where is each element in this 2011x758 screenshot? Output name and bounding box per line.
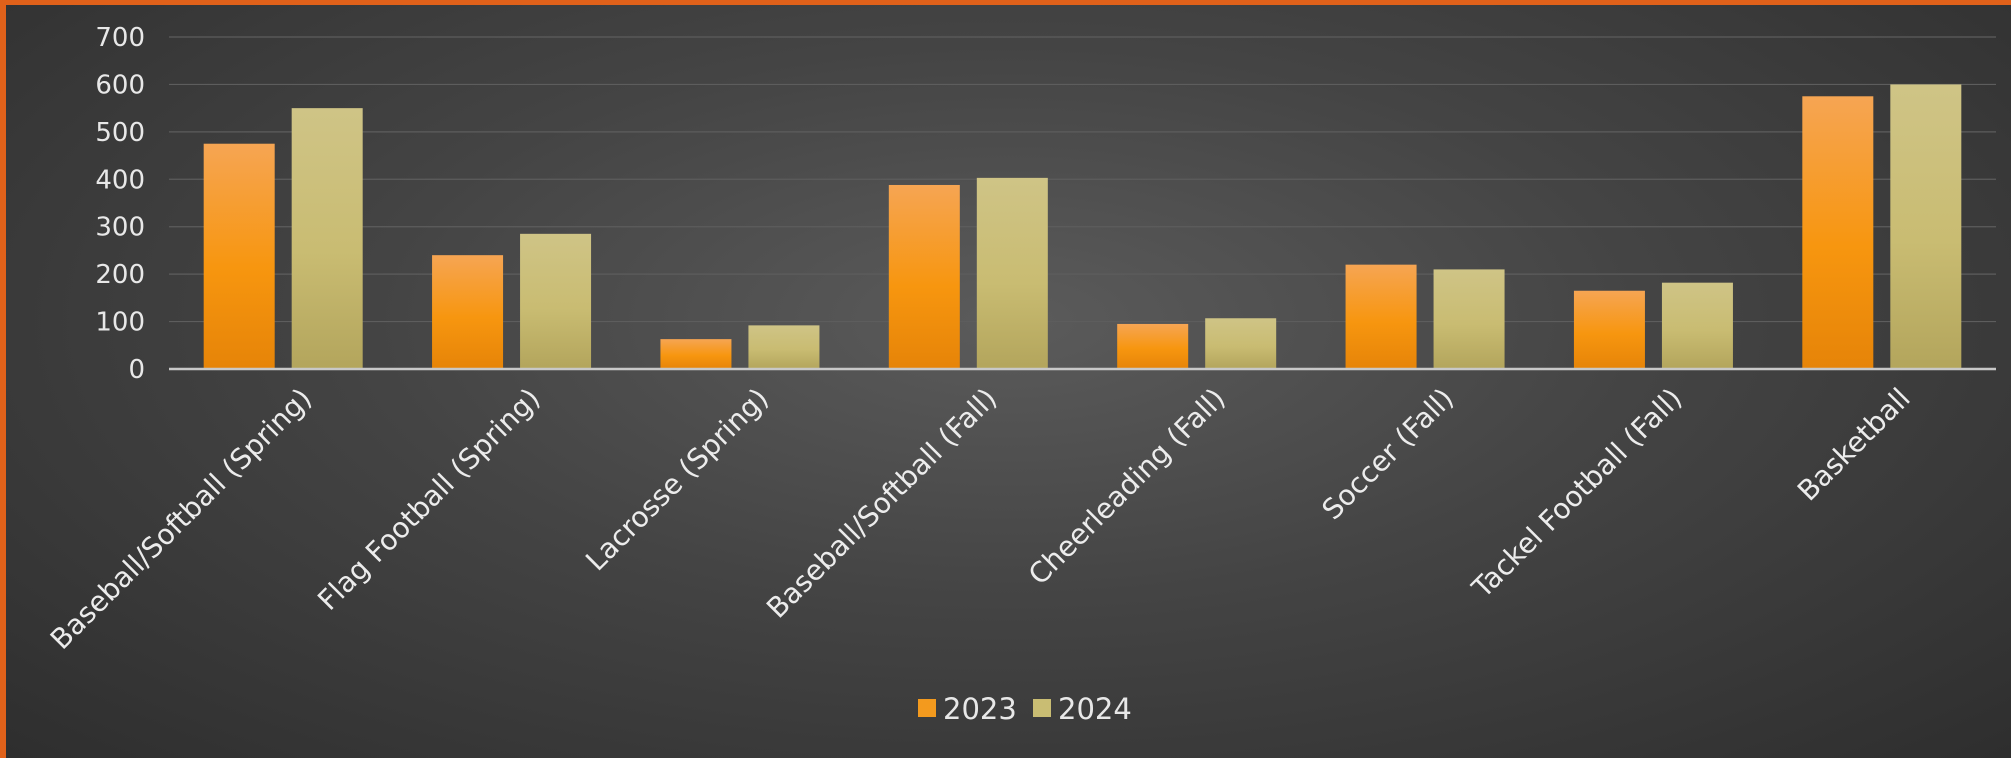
legend-label-2023: 2023 bbox=[943, 692, 1017, 726]
y-tick-label: 500 bbox=[95, 118, 145, 148]
bar-2024-7 bbox=[1890, 84, 1962, 369]
bar-2023-0 bbox=[203, 143, 275, 369]
bar-chart: 0 100 200 300 400 500 600 700 Baseball/Softball… bbox=[44, 23, 1996, 726]
bar-2023-3 bbox=[888, 184, 960, 369]
legend-swatch-2024 bbox=[1033, 699, 1051, 717]
y-tick-label: 0 bbox=[128, 355, 145, 385]
bar-2024-2 bbox=[748, 325, 820, 369]
bar-2023-4 bbox=[1117, 323, 1189, 369]
y-axis: 0 100 200 300 400 500 600 700 bbox=[95, 23, 145, 385]
x-category-label: Baseball/Softball (Spring) bbox=[44, 382, 318, 656]
x-category-label: Cheerleading (Fall) bbox=[1022, 382, 1232, 592]
y-tick-label: 700 bbox=[95, 23, 145, 53]
bar-2024-1 bbox=[520, 233, 592, 369]
legend-label-2024: 2024 bbox=[1058, 692, 1132, 726]
x-category-label: Flag Football (Spring) bbox=[311, 382, 546, 617]
bar-2024-6 bbox=[1661, 282, 1733, 369]
bar-2024-3 bbox=[976, 177, 1048, 369]
y-tick-label: 400 bbox=[95, 165, 145, 195]
bar-2023-2 bbox=[660, 339, 732, 369]
chart-frame: 0 100 200 300 400 500 600 700 Baseball/Softball… bbox=[6, 5, 2011, 758]
bar-2023-1 bbox=[432, 255, 504, 369]
bars bbox=[203, 84, 1962, 370]
x-category-label: Soccer (Fall) bbox=[1315, 382, 1460, 527]
y-tick-label: 300 bbox=[95, 213, 145, 243]
bar-2024-4 bbox=[1205, 318, 1277, 369]
legend-swatch-2023 bbox=[918, 699, 936, 717]
y-tick-label: 600 bbox=[95, 70, 145, 100]
x-category-label: Baseball/Softball (Fall) bbox=[760, 382, 1003, 625]
x-axis: Baseball/Softball (Spring)Flag Football … bbox=[44, 367, 1996, 656]
y-tick-label: 200 bbox=[95, 260, 145, 290]
bar-2023-5 bbox=[1345, 264, 1417, 369]
x-category-label: Basketball bbox=[1791, 382, 1917, 508]
x-category-label: Lacrosse (Spring) bbox=[579, 382, 775, 578]
y-tick-label: 100 bbox=[95, 308, 145, 338]
legend: 2023 2024 bbox=[918, 692, 1132, 726]
x-category-label: Tackel Football (Fall) bbox=[1465, 382, 1688, 605]
bar-2024-5 bbox=[1433, 269, 1505, 369]
bar-2023-6 bbox=[1573, 290, 1645, 369]
bar-2024-0 bbox=[291, 108, 363, 370]
bar-2023-7 bbox=[1802, 96, 1874, 370]
